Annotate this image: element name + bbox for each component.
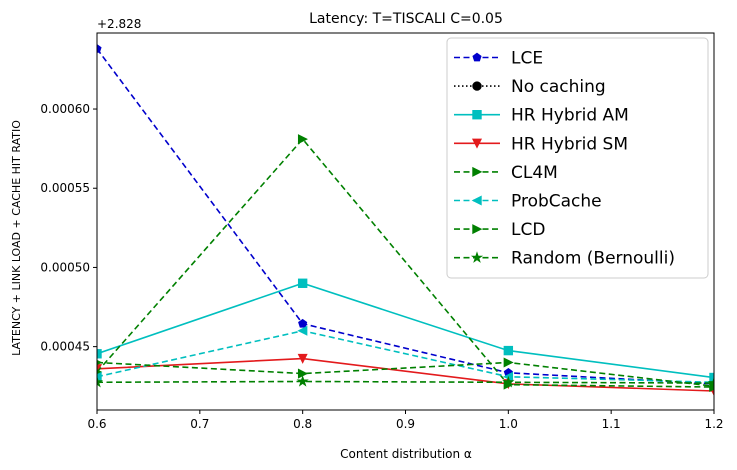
- x-axis-label: Content distribution α: [340, 447, 472, 461]
- data-point: [97, 375, 104, 388]
- x-tick-label: 0.9: [396, 417, 415, 431]
- series-lcd: [97, 357, 714, 392]
- y-axis-label: LATENCY + LINK LOAD + CACHE HIT RATIO: [10, 120, 23, 356]
- series-line: [97, 137, 714, 388]
- data-point: [296, 375, 309, 387]
- legend-swatch-marker: [470, 251, 484, 263]
- data-point: [503, 357, 514, 368]
- data-point: [707, 376, 714, 389]
- x-tick-label: 1.0: [499, 417, 518, 431]
- legend-label: ProbCache: [511, 192, 602, 212]
- legend-item: No caching: [454, 77, 606, 97]
- series-probcache: [97, 325, 714, 385]
- series-random-bernoulli: [97, 375, 714, 389]
- legend-swatch-marker: [472, 52, 482, 62]
- legend: LCE No caching HR Hybrid AM HR Hybrid SM CL4…: [446, 37, 709, 279]
- data-point: [503, 345, 514, 356]
- legend-swatch-marker: [472, 224, 483, 235]
- y-tick-label: 0.00050: [40, 260, 90, 274]
- series-line: [97, 357, 714, 392]
- data-point: [297, 278, 308, 288]
- legend-label: HR Hybrid AM: [511, 106, 629, 126]
- legend-label: HR Hybrid SM: [511, 134, 628, 154]
- legend-item: HR Hybrid SM: [454, 134, 628, 154]
- plot-area: [97, 44, 714, 397]
- y-tick-label: 0.00060: [40, 102, 90, 116]
- data-point: [297, 134, 308, 145]
- series-line: [97, 361, 714, 388]
- series-layer: [97, 44, 714, 397]
- legend-label: LCD: [511, 220, 545, 240]
- legend-label: CL4M: [511, 163, 558, 183]
- x-tick-label: 1.1: [602, 417, 621, 431]
- legend-item: LCE: [454, 49, 543, 69]
- series-line: [97, 48, 714, 385]
- x-tick-label: 0.7: [190, 417, 209, 431]
- plot-frame: [96, 32, 715, 411]
- legend-label: LCE: [511, 49, 543, 69]
- legend-label: No caching: [511, 77, 606, 97]
- data-point: [97, 371, 102, 382]
- legend-swatch-marker: [472, 81, 482, 91]
- data-point: [97, 359, 103, 366]
- legend-item: CL4M: [454, 163, 558, 183]
- x-tick-label: 0.6: [87, 417, 106, 431]
- x-tick-label: 0.8: [293, 417, 312, 431]
- series-line: [97, 329, 714, 384]
- series-line: [97, 380, 714, 384]
- series-line: [97, 282, 714, 379]
- legend-item: HR Hybrid AM: [454, 106, 629, 126]
- legend-swatch-marker: [471, 195, 482, 206]
- y-tick-label: 0.00045: [40, 340, 90, 354]
- data-point: [297, 353, 308, 364]
- data-point: [502, 375, 515, 388]
- x-tick-label: 1.2: [704, 417, 723, 431]
- series-hr-hybrid-am: [97, 278, 714, 383]
- data-point: [97, 369, 103, 375]
- data-point: [297, 325, 308, 336]
- y-tick-label: 0.00055: [40, 181, 90, 195]
- legend-swatch-marker: [472, 166, 483, 177]
- legend-item: ProbCache: [454, 192, 602, 212]
- axis-ticks: 0.6 0.7 0.8 0.9 1.0 1.1 1.2 0.00045 0.00050 0.000…: [40, 102, 723, 431]
- chart-title: Latency: T=TISCALI C=0.05: [309, 11, 503, 27]
- legend-swatch-marker: [472, 110, 482, 120]
- series-hr-hybrid-sm: [97, 353, 714, 397]
- data-point: [97, 44, 102, 53]
- y-offset-label: +2.828: [97, 17, 141, 31]
- legend-label: Random (Bernoulli): [511, 249, 675, 269]
- legend-box: [446, 37, 709, 279]
- legend-item: Random (Bernoulli): [454, 249, 675, 269]
- legend-item: LCD: [454, 220, 545, 240]
- data-point: [298, 318, 308, 328]
- legend-swatch-marker: [471, 138, 483, 149]
